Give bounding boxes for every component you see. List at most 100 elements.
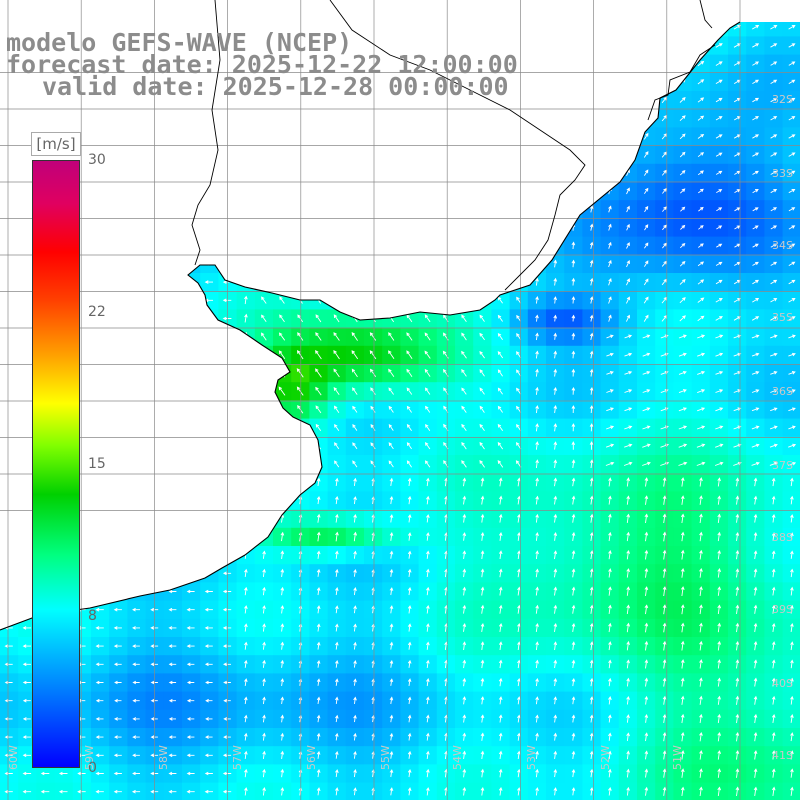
- wind-vector-arrow: [697, 170, 704, 176]
- wind-vector-arrow: [771, 786, 776, 796]
- wind-vector-arrow: [535, 696, 539, 705]
- wind-vector-arrow: [480, 586, 485, 596]
- wind-vector-arrow: [517, 750, 521, 760]
- wind-vector-arrow: [553, 714, 558, 723]
- wind-vector-arrow: [752, 134, 760, 139]
- wind-vector-arrow: [644, 640, 649, 651]
- wind-vector-arrow: [678, 389, 687, 394]
- wind-vector-arrow: [280, 641, 285, 650]
- wind-vector-arrow: [626, 223, 630, 231]
- wind-vector-arrow: [244, 696, 248, 705]
- wind-vector-arrow: [752, 261, 759, 266]
- wind-vector-arrow: [553, 495, 558, 505]
- wind-vector-arrow: [315, 350, 322, 360]
- wind-vector-arrow: [205, 680, 213, 685]
- wind-vector-arrow: [751, 371, 760, 375]
- wind-vector-arrow: [771, 695, 776, 705]
- wind-vector-arrow: [699, 695, 703, 705]
- wind-vector-arrow: [644, 495, 649, 505]
- wind-vector-arrow: [608, 495, 612, 505]
- wind-vector-arrow: [790, 659, 794, 669]
- wind-vector-arrow: [186, 735, 195, 739]
- wind-vector-arrow: [204, 753, 213, 758]
- wind-vector-arrow: [735, 477, 740, 487]
- lon-label: 54W: [451, 745, 464, 770]
- wind-vector-arrow: [624, 443, 633, 448]
- wind-vector-arrow: [589, 350, 594, 359]
- wind-vector-arrow: [608, 278, 612, 286]
- wind-vector-arrow: [753, 550, 758, 560]
- wind-vector-arrow: [316, 732, 321, 741]
- wind-vector-arrow: [662, 495, 667, 505]
- wind-vector-arrow: [697, 79, 705, 85]
- wind-vector-arrow: [680, 695, 685, 705]
- wind-vector-arrow: [644, 513, 649, 524]
- wind-vector-arrow: [426, 678, 430, 687]
- wind-vector-arrow: [480, 550, 485, 560]
- wind-vector-arrow: [517, 586, 521, 596]
- wind-vector-arrow: [771, 513, 776, 523]
- wind-vector-arrow: [608, 768, 612, 778]
- wind-vector-arrow: [699, 750, 703, 760]
- wind-vector-arrow: [699, 640, 703, 651]
- wind-vector-arrow: [606, 389, 614, 393]
- wind-vector-arrow: [280, 678, 285, 686]
- wind-vector-arrow: [589, 622, 594, 633]
- wind-vector-arrow: [715, 43, 723, 48]
- wind-vector-arrow: [699, 567, 703, 578]
- wind-vector-arrow: [680, 750, 685, 760]
- wind-vector-arrow: [717, 513, 721, 523]
- wind-vector-arrow: [280, 531, 285, 542]
- wind-vector-arrow: [389, 659, 394, 668]
- wind-vector-arrow: [643, 151, 649, 158]
- wind-vector-arrow: [680, 604, 685, 615]
- wind-vector-arrow: [335, 477, 339, 486]
- wind-vector-arrow: [626, 513, 631, 523]
- wind-vector-arrow: [589, 732, 594, 741]
- wind-vector-arrow: [680, 731, 685, 742]
- wind-vector-arrow: [790, 750, 794, 760]
- wind-cell: [782, 782, 800, 800]
- wind-vector-arrow: [644, 604, 649, 615]
- wind-vector-arrow: [461, 460, 467, 468]
- wind-vector-arrow: [770, 225, 778, 230]
- wind-vector-arrow: [699, 713, 703, 724]
- wind-vector-arrow: [389, 532, 394, 541]
- wind-vector-arrow: [425, 423, 431, 431]
- wind-vector-arrow: [535, 441, 539, 450]
- wind-vector-arrow: [479, 460, 485, 468]
- wind-vector-arrow: [770, 43, 778, 48]
- wind-vector-arrow: [335, 550, 339, 559]
- wind-vector-arrow: [244, 586, 248, 596]
- wind-vector-arrow: [626, 568, 631, 578]
- wind-vector-arrow: [553, 604, 558, 614]
- wind-vector-arrow: [589, 259, 594, 268]
- wind-vector-arrow: [497, 351, 504, 359]
- lat-label: 41S: [772, 749, 793, 762]
- wind-vector-arrow: [315, 368, 322, 378]
- wind-vector-arrow: [480, 622, 485, 632]
- wind-vector-arrow: [186, 589, 195, 594]
- wind-vector-arrow: [644, 750, 649, 760]
- wind-vector-arrow: [407, 605, 412, 614]
- wind-vector-arrow: [717, 477, 721, 487]
- wind-vector-arrow: [608, 622, 612, 633]
- wind-vector-arrow: [461, 350, 467, 359]
- wind-vector-arrow: [353, 696, 357, 704]
- wind-vector-arrow: [315, 332, 322, 341]
- wind-vector-arrow: [316, 477, 321, 487]
- wind-vector-arrow: [335, 495, 339, 505]
- wind-vector-arrow: [771, 677, 776, 687]
- wind-vector-arrow: [715, 425, 724, 430]
- wind-vector-arrow: [95, 662, 104, 667]
- wind-vector-arrow: [553, 350, 558, 359]
- wind-vector-arrow: [790, 714, 794, 723]
- wind-vector-arrow: [22, 717, 31, 721]
- wind-vector-arrow: [535, 296, 539, 304]
- wind-vector-arrow: [22, 626, 32, 630]
- wind-vector-arrow: [608, 550, 612, 560]
- wind-vector-arrow: [788, 225, 796, 230]
- wind-vector-arrow: [626, 714, 630, 723]
- wind-vector-arrow: [95, 753, 104, 758]
- wind-vector-arrow: [204, 662, 213, 667]
